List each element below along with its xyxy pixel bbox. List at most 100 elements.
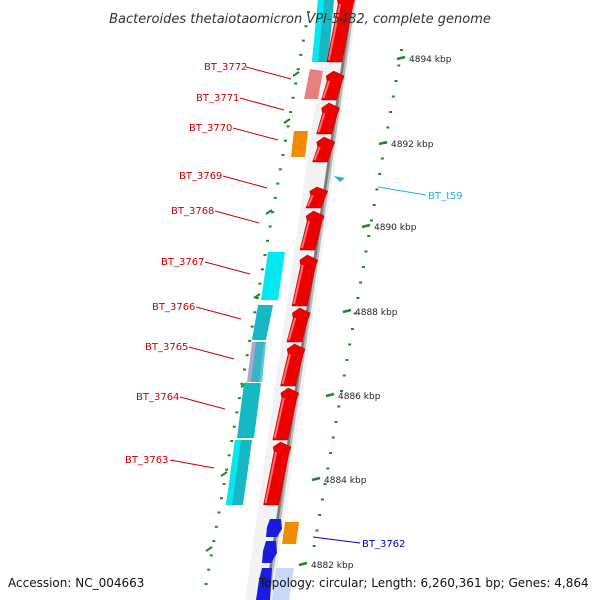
axis-dot <box>391 95 395 98</box>
feature-orange-bt3762[interactable] <box>282 522 299 544</box>
gene-label[interactable]: BT_t59 <box>428 191 463 202</box>
cds-arrow[interactable] <box>312 136 336 163</box>
gene-leader-line <box>239 97 285 111</box>
feature-cyan-bt3765[interactable] <box>251 342 266 382</box>
feature-cyan-top-highlight <box>312 0 324 62</box>
axis-dot <box>248 339 252 342</box>
feature-pink-bt3772[interactable] <box>304 69 323 99</box>
scale-major-tick <box>298 561 308 567</box>
axis-dot <box>386 126 390 129</box>
axis-dot <box>367 235 371 237</box>
cds-arrow[interactable] <box>272 387 300 441</box>
gene-label[interactable]: BT_3766 <box>152 302 195 313</box>
genome-backbone <box>264 0 356 600</box>
scale-tick-label: 4888 kbp <box>355 308 398 318</box>
axis-dot <box>232 425 236 428</box>
axis-dot <box>361 266 365 268</box>
cds-arrow[interactable] <box>263 441 292 506</box>
gene-label[interactable]: BT_3764 <box>136 392 179 403</box>
axis-dot <box>331 436 335 439</box>
gene-label[interactable]: BT_3770 <box>189 123 232 134</box>
cds-arrow-highlight <box>273 397 285 439</box>
cds-arrow[interactable] <box>305 186 329 209</box>
axis-dot <box>342 374 346 377</box>
axis-dot <box>230 440 234 442</box>
axis-dot <box>217 511 221 514</box>
feature-cyan-bt3766[interactable] <box>252 305 273 340</box>
axis-minor-tick <box>220 471 228 477</box>
gene-leader-line <box>312 536 361 544</box>
axis-dot <box>350 328 354 330</box>
axis-dot <box>209 554 213 557</box>
feature-blue-2[interactable] <box>262 541 277 563</box>
gene-label[interactable]: BT_3765 <box>145 342 188 353</box>
axis-dot <box>225 468 229 471</box>
gene-leader-line <box>188 346 235 360</box>
feature-orange-bt3770[interactable] <box>291 131 308 157</box>
axis-dot <box>389 111 393 113</box>
cds-arrow[interactable] <box>280 343 306 387</box>
cds-arrow-highlight <box>307 194 314 207</box>
gene-leader-line <box>204 261 251 275</box>
gene-leader-line <box>232 127 279 141</box>
feature-cyan-bt3767[interactable] <box>261 252 285 300</box>
axis-dot <box>227 454 231 457</box>
gene-label[interactable]: BT_3763 <box>125 455 168 466</box>
gene-label[interactable]: BT_3762 <box>362 539 405 550</box>
gene-leader-line <box>179 396 226 410</box>
dotted-axis-reverse <box>204 11 310 585</box>
feature-lightblue[interactable] <box>272 568 294 600</box>
reverse-strand-features <box>226 0 334 544</box>
axis-dot <box>281 154 285 156</box>
scale-tick-label: 4884 kbp <box>324 476 367 486</box>
axis-dot <box>286 125 290 128</box>
scale-major-tick <box>361 223 371 229</box>
axis-dot <box>278 168 282 171</box>
axis-dot <box>240 382 244 385</box>
cds-arrow[interactable] <box>316 102 340 135</box>
gene-label[interactable]: BT_3769 <box>179 171 222 182</box>
gene-label[interactable]: BT_3771 <box>196 93 239 104</box>
axis-dot <box>243 368 247 371</box>
feature-cyan-bt3764[interactable] <box>237 383 261 438</box>
cds-arrow-highlight <box>292 264 304 305</box>
feature-cyan-bt3763-highlight <box>226 440 241 505</box>
axis-dot <box>207 568 211 571</box>
axis-dot <box>369 219 373 222</box>
axis-dot <box>348 343 352 346</box>
cds-arrow[interactable] <box>326 0 356 63</box>
cds-arrows <box>263 0 356 506</box>
accession-text: Accession: NC_004663 <box>8 576 144 590</box>
axis-dot <box>253 311 257 314</box>
cds-arrow[interactable] <box>291 254 319 307</box>
scale-tick-label: 4890 kbp <box>374 223 417 233</box>
axis-dot <box>212 540 216 543</box>
feature-blue-1[interactable] <box>266 519 282 537</box>
gene-label[interactable]: BT_3772 <box>204 62 247 73</box>
axis-dot <box>312 545 316 547</box>
scale-tick-label: 4882 kbp <box>311 561 354 571</box>
scale-major-tick <box>378 140 388 146</box>
gene-label[interactable]: BT_3768 <box>171 206 214 217</box>
axis-dot <box>235 411 239 414</box>
trna-marker-bt-t59[interactable] <box>334 176 345 182</box>
axis-dot <box>359 281 363 284</box>
axis-dot <box>307 11 310 13</box>
gene-label[interactable]: BT_3767 <box>161 257 204 268</box>
axis-dot <box>283 139 287 142</box>
axis-dot <box>291 96 295 99</box>
cds-arrow[interactable] <box>286 307 311 343</box>
axis-dot <box>375 188 379 191</box>
gene-leader-line <box>214 210 260 224</box>
cds-arrow[interactable] <box>321 70 345 101</box>
axis-dot <box>255 297 259 299</box>
blue-features <box>256 519 294 600</box>
axis-dot <box>323 483 327 485</box>
axis-dot <box>329 452 333 454</box>
cds-arrow[interactable] <box>299 210 325 251</box>
axis-dot <box>337 405 341 408</box>
axis-minor-tick <box>205 546 213 552</box>
axis-dot <box>326 467 330 470</box>
scale-tick-label: 4894 kbp <box>409 55 452 65</box>
feature-blue-3[interactable] <box>256 568 272 600</box>
